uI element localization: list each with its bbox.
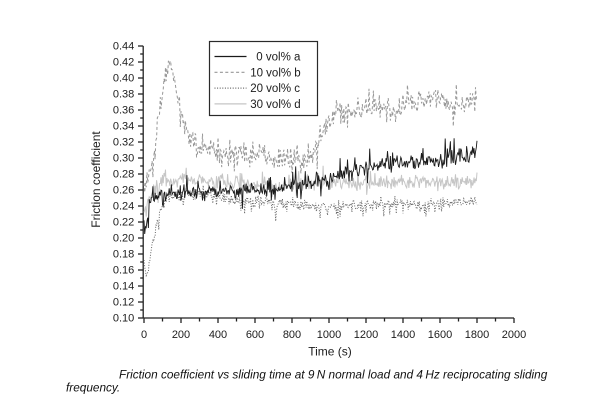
svg-text:0.38: 0.38	[113, 89, 134, 101]
svg-text:0.18: 0.18	[113, 249, 134, 261]
svg-text:0.36: 0.36	[113, 105, 134, 117]
svg-text:0.12: 0.12	[113, 297, 134, 309]
svg-text:Friction coefficient vs slidin: Friction coefficient vs sliding time at …	[119, 368, 548, 382]
svg-text:1400: 1400	[391, 329, 415, 341]
svg-text:0.30: 0.30	[113, 153, 134, 165]
svg-text:0.26: 0.26	[113, 185, 134, 197]
svg-text:0.32: 0.32	[113, 137, 134, 149]
svg-text:0.16: 0.16	[113, 265, 134, 277]
svg-text:0.40: 0.40	[113, 73, 134, 85]
svg-text:Time (s): Time (s)	[308, 345, 352, 359]
svg-text:1200: 1200	[354, 329, 378, 341]
svg-text:800: 800	[283, 329, 301, 341]
svg-text:20 vol% c: 20 vol% c	[250, 83, 300, 95]
svg-text:0.10: 0.10	[113, 313, 134, 325]
svg-text:2000: 2000	[502, 329, 526, 341]
svg-text:200: 200	[172, 329, 190, 341]
svg-text:0.24: 0.24	[113, 201, 134, 213]
svg-text:0.20: 0.20	[113, 233, 134, 245]
svg-text:0.14: 0.14	[113, 281, 134, 293]
svg-text:0.28: 0.28	[113, 169, 134, 181]
svg-text:0.22: 0.22	[113, 217, 134, 229]
svg-text:frequency.: frequency.	[66, 381, 120, 395]
svg-text:400: 400	[209, 329, 227, 341]
svg-text:0.42: 0.42	[113, 57, 134, 69]
svg-text:1600: 1600	[428, 329, 452, 341]
svg-text:1000: 1000	[317, 329, 341, 341]
svg-text:600: 600	[246, 329, 264, 341]
svg-text:0 vol% a: 0 vol% a	[256, 52, 301, 64]
svg-text:10 vol% b: 10 vol% b	[250, 67, 301, 79]
svg-text:Friction coefficient: Friction coefficient	[89, 131, 103, 228]
svg-text:0.44: 0.44	[113, 41, 134, 53]
svg-text:0.34: 0.34	[113, 121, 134, 133]
svg-text:0: 0	[141, 329, 147, 341]
svg-text:30 vol% d: 30 vol% d	[250, 99, 301, 111]
svg-text:1800: 1800	[465, 329, 489, 341]
